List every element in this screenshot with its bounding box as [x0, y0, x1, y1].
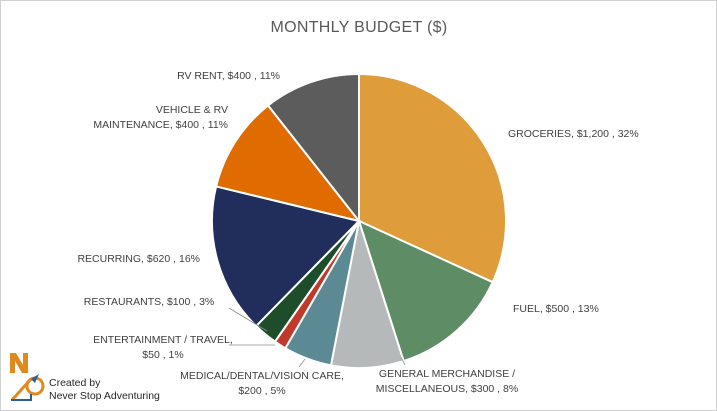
chart-title: MONTHLY BUDGET ($) — [271, 19, 448, 36]
pie-slices — [211, 72, 507, 370]
pie-slice-groceries — [358, 72, 507, 284]
pie-slice-recurring — [211, 185, 361, 328]
pie-slice-rv-rent — [266, 72, 360, 224]
pie-slice-fuel — [357, 219, 494, 363]
slice-label: VEHICLE & RV MAINTENANCE, $400 , 11% — [93, 104, 228, 131]
never-stop-adventuring-logo — [10, 353, 45, 402]
leader-line — [228, 307, 268, 332]
slice-label: RECURRING, $620 , 16% — [77, 253, 200, 265]
leader-line — [298, 358, 306, 368]
slice-label: GENERAL MERCHANDISE / MISCELLANEOUS, $300… — [376, 368, 518, 395]
pie-slice-vehicle-rv-maintenance — [214, 104, 362, 223]
leader-line — [400, 356, 406, 366]
slice-labels: GROCERIES, $1,200 , 32% FUEL, $500 , 13% G… — [77, 70, 638, 397]
slice-label: GROCERIES, $1,200 , 32% — [508, 128, 639, 140]
slice-label: RESTAURANTS, $100 , 3% — [84, 296, 215, 308]
leader-lines — [228, 307, 406, 368]
credit-line-1: Created by — [49, 377, 101, 389]
slice-label: MEDICAL/DENTAL/VISION CARE, $200 , 5% — [180, 370, 344, 397]
credit-line-2: Never Stop Adventuring — [49, 390, 160, 402]
slice-label: FUEL, $500 , 13% — [513, 303, 599, 315]
slice-label: RV RENT, $400 , 11% — [177, 70, 280, 82]
slice-label: ENTERTAINMENT / TRAVEL, $50 , 1% — [93, 334, 233, 361]
